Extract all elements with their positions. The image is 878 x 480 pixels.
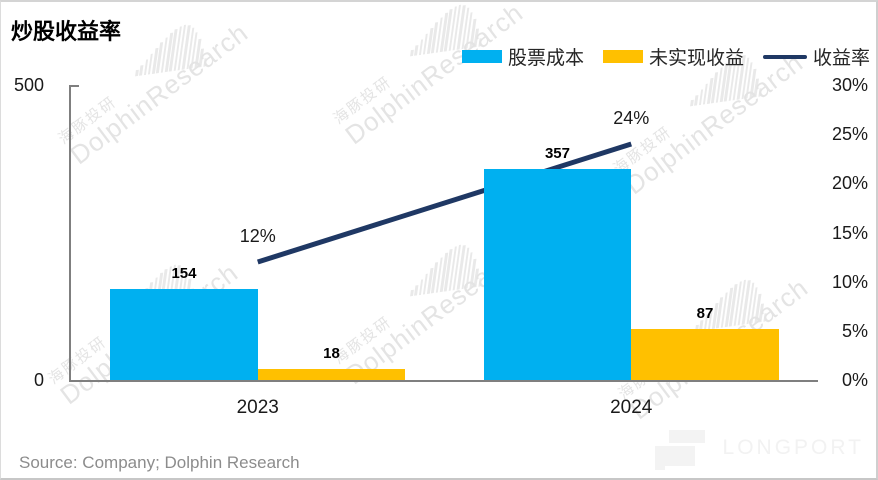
- plot-area: 154 18 2023 357 87 2024 12% 24%: [69, 85, 818, 418]
- stock-cost-bar: [483, 169, 632, 380]
- dolphin-wave-icon: [406, 2, 488, 83]
- axis-tick-label: 20%: [831, 173, 868, 194]
- unrealized-gain-bar: [257, 369, 406, 380]
- legend: 股票成本 未实现收益 收益率: [461, 43, 870, 70]
- return-rate-line-swatch-icon: [762, 54, 807, 59]
- line-point-label: 12%: [239, 226, 276, 246]
- longport-logo-text: LONGPORT: [722, 436, 864, 459]
- unrealized-gain-swatch-icon: [602, 50, 643, 63]
- bar-value-label: 357: [544, 145, 570, 163]
- stock-cost-bar: [110, 289, 258, 380]
- bar-value-label: 154: [171, 265, 197, 283]
- axis-tick: [69, 85, 79, 87]
- axis-tick-label: 5%: [841, 320, 868, 341]
- axis-tick-label: 30%: [831, 75, 868, 95]
- unrealized-gain-bar: [631, 328, 779, 380]
- axis-tick-label: 500: [13, 75, 44, 95]
- axis-tick-label: 25%: [831, 124, 868, 145]
- chart-title: 炒股收益率: [11, 19, 122, 44]
- bar-value-label: 18: [323, 345, 340, 363]
- bar-value-label: 87: [696, 304, 714, 322]
- axis-tick-label: 10%: [831, 271, 868, 292]
- legend-label-return-rate: 收益率: [812, 48, 870, 69]
- category-label: 2024: [610, 397, 653, 418]
- axis-tick-label: 15%: [831, 222, 868, 243]
- axis-tick-label: 0: [33, 370, 44, 390]
- legend-item-stock-cost: 股票成本: [461, 43, 584, 70]
- legend-label-stock-cost: 股票成本: [507, 48, 584, 69]
- stock-cost-swatch-icon: [461, 50, 502, 63]
- legend-item-return-rate: 收益率: [762, 43, 870, 70]
- longport-logo: LONGPORT: [654, 430, 864, 470]
- legend-item-unrealized-gain: 未实现收益: [602, 43, 744, 70]
- longport-chat-icon: [654, 430, 705, 470]
- legend-label-unrealized-gain: 未实现收益: [648, 48, 744, 69]
- category-label: 2023: [236, 397, 279, 418]
- axis-tick-label: 0%: [841, 370, 868, 390]
- line-point-label: 24%: [613, 108, 650, 128]
- source-note: Source: Company; Dolphin Research: [19, 453, 300, 472]
